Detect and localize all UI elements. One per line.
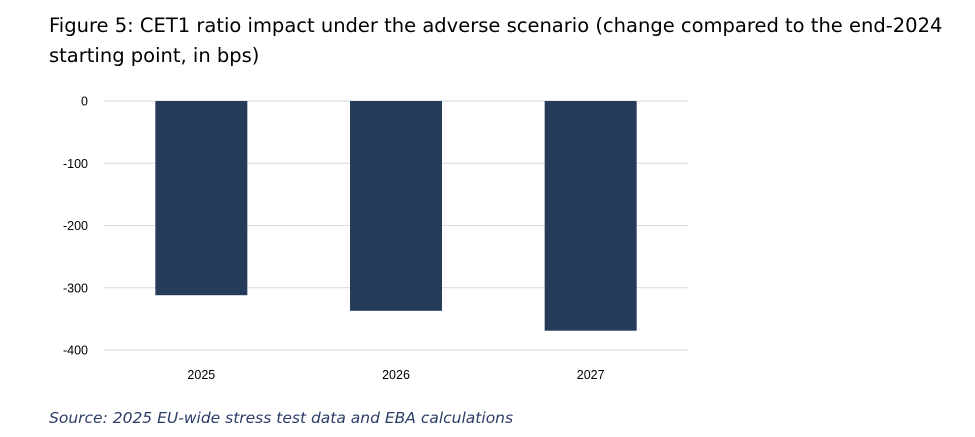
- x-tick-label: 2026: [382, 368, 410, 382]
- y-tick-label: -400: [63, 344, 88, 358]
- bar-2025: [155, 101, 248, 296]
- y-tick-label: -100: [63, 157, 88, 171]
- y-axis-ticks: 0 -100 -200 -300 -400: [63, 95, 88, 358]
- bars: [155, 101, 637, 331]
- x-tick-label: 2027: [577, 368, 605, 382]
- x-axis-ticks: 2025 2026 2027: [187, 368, 604, 382]
- y-tick-label: -200: [63, 219, 88, 233]
- y-tick-label: 0: [81, 95, 88, 109]
- y-tick-label: -300: [63, 281, 88, 295]
- bar-2026: [350, 101, 442, 311]
- bar-2027: [544, 101, 637, 331]
- x-tick-label: 2025: [187, 368, 215, 382]
- figure-title: Figure 5: CET1 ratio impact under the ad…: [49, 14, 943, 67]
- source-note: Source: 2025 EU-wide stress test data an…: [49, 409, 514, 427]
